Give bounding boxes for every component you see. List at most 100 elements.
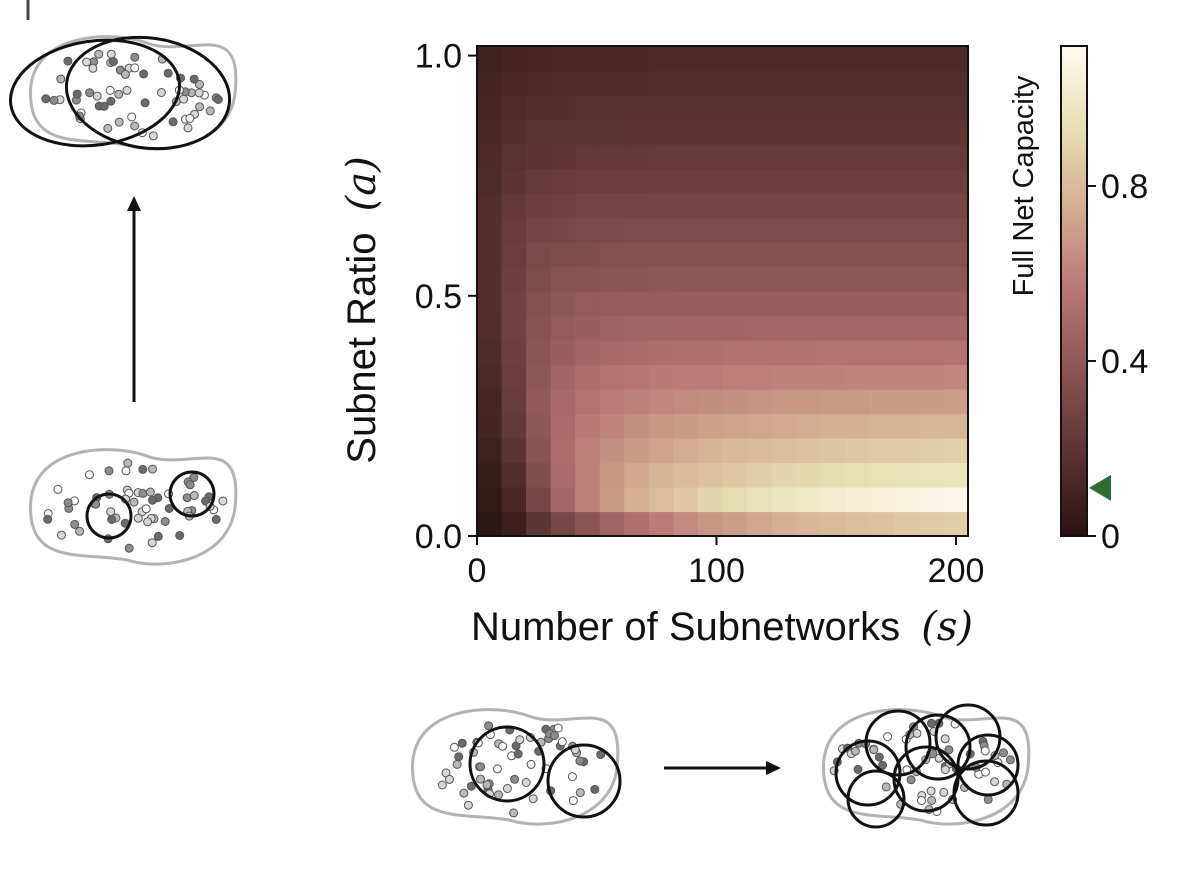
heatmap-cell	[820, 242, 846, 268]
heatmap-cell	[697, 217, 724, 243]
heatmap-cell	[526, 389, 552, 415]
y-tick-label: 1.0	[415, 38, 462, 76]
heatmap-cell	[796, 413, 822, 439]
heatmap-cell	[820, 95, 846, 121]
heatmap-cell	[648, 487, 674, 513]
heatmap-cell	[869, 119, 895, 145]
heatmap-cell	[869, 438, 895, 464]
neuron-dot	[513, 749, 523, 759]
heatmap-cell	[869, 168, 895, 194]
heatmap-cell	[501, 266, 527, 292]
colorbar	[1060, 45, 1088, 537]
heatmap-cell	[575, 462, 601, 488]
neuron-dot	[130, 121, 140, 131]
heatmap-cell	[943, 119, 969, 145]
heatmap-cell	[697, 242, 724, 268]
neuron-dot	[1005, 755, 1015, 765]
neuron-dot	[195, 102, 205, 112]
heatmap-cell	[599, 168, 625, 194]
heatmap-cell	[673, 340, 699, 366]
heatmap-cell	[820, 364, 846, 390]
heatmap-cell	[526, 193, 552, 219]
heatmap-cell	[894, 217, 920, 243]
heatmap-cell	[722, 438, 748, 464]
heatmap-cell	[697, 315, 724, 341]
neuron-dot	[168, 117, 178, 127]
heatmap-cell	[599, 291, 625, 317]
neuron-dot	[940, 734, 950, 744]
heatmap-cell	[796, 266, 822, 292]
heatmap-cell	[845, 217, 871, 243]
heatmap-cell	[477, 413, 503, 439]
heatmap-cell	[918, 144, 945, 170]
heatmap-cell	[845, 511, 871, 537]
neuron-dot	[99, 101, 109, 111]
neuron-dot	[147, 538, 157, 548]
neuron-dot	[944, 745, 954, 755]
heatmap-cell	[648, 511, 674, 537]
heatmap-cell	[477, 389, 503, 415]
heatmap-cell	[624, 340, 650, 366]
heatmap-cell	[943, 95, 969, 121]
neuron-dot	[482, 780, 492, 790]
heatmap-cell	[943, 168, 969, 194]
heatmap-cell	[722, 266, 748, 292]
heatmap-cell	[624, 364, 650, 390]
heatmap-cell	[894, 70, 920, 96]
heatmap-cell	[697, 364, 724, 390]
heatmap-cell	[845, 389, 871, 415]
neuron-dot	[878, 760, 888, 770]
neuron-dot	[567, 772, 577, 782]
heatmap-cell	[624, 46, 650, 72]
heatmap-cell	[697, 340, 724, 366]
heatmap-cell	[771, 511, 797, 537]
heatmap-cell	[501, 242, 527, 268]
heatmap-cell	[550, 291, 576, 317]
heatmap-cell	[624, 389, 650, 415]
heatmap-cell	[796, 462, 822, 488]
heatmap-cell	[673, 95, 699, 121]
heatmap-cell	[501, 487, 527, 513]
heatmap-cell	[599, 242, 625, 268]
heatmap-cell	[771, 340, 797, 366]
heatmap-cell	[796, 144, 822, 170]
neuron-dot	[452, 759, 462, 769]
neuron-dot	[92, 91, 102, 101]
heatmap-cell	[943, 291, 969, 317]
heatmap-cell	[747, 217, 773, 243]
heatmap-cell	[845, 144, 871, 170]
heatmap-cell	[697, 389, 724, 415]
heatmap-cell	[869, 315, 895, 341]
heatmap-cell	[575, 46, 601, 72]
neuron-dot	[41, 94, 51, 104]
heatmap-cell	[869, 462, 895, 488]
heatmap-cell	[526, 168, 552, 194]
colorbar-tick-label: 0.8	[1101, 168, 1148, 206]
heatmap-cell	[477, 193, 503, 219]
neuron-dot	[49, 95, 59, 105]
neuron-dot	[94, 49, 104, 59]
heatmap-cell	[477, 315, 503, 341]
heatmap-cell	[722, 168, 748, 194]
heatmap-cell	[845, 70, 871, 96]
heatmap-cell	[648, 364, 674, 390]
heatmap-cell	[771, 70, 797, 96]
heatmap-cell	[648, 144, 674, 170]
heatmap-cell	[796, 119, 822, 145]
heatmap-cell	[550, 242, 576, 268]
heatmap-cell	[501, 438, 527, 464]
heatmap-cell	[526, 70, 552, 96]
x-tick-label: 0	[468, 552, 487, 590]
heatmap-cell	[894, 511, 920, 537]
heatmap-cell	[747, 487, 773, 513]
neuron-dot	[528, 794, 538, 804]
heatmap-cell	[845, 462, 871, 488]
heatmap-cell	[747, 315, 773, 341]
colorbar-tick-label: 0.4	[1101, 343, 1148, 381]
subnet-circle	[956, 733, 1020, 797]
heatmap-cell	[845, 413, 871, 439]
neuron-dot	[133, 513, 143, 523]
heatmap-cell	[869, 291, 895, 317]
heatmap-cell	[673, 315, 699, 341]
heatmap-cell	[918, 291, 945, 317]
